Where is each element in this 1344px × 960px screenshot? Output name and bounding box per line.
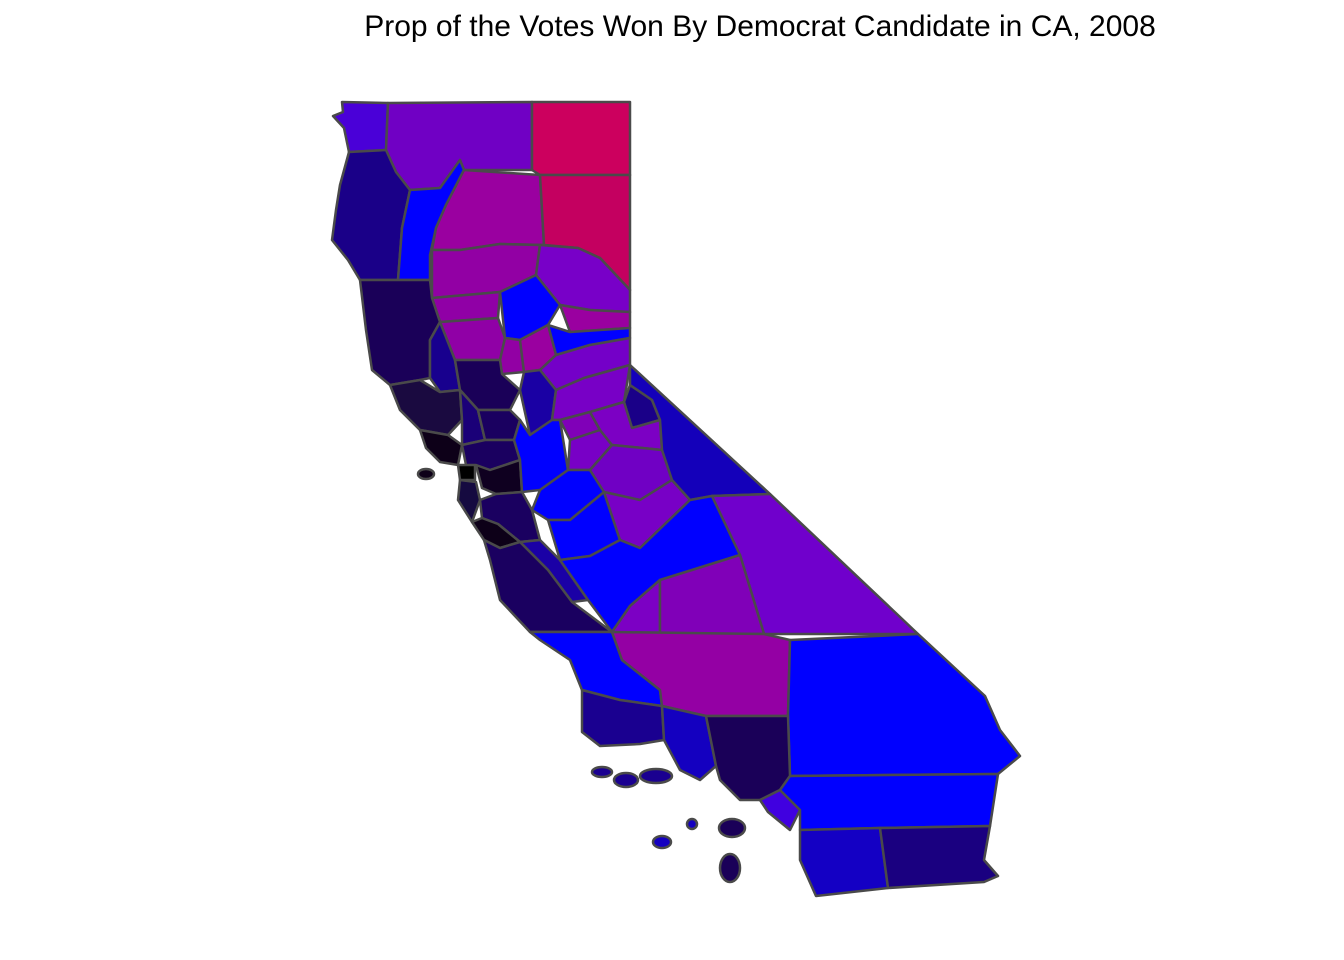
map-title: Prop of the Votes Won By Democrat Candid… [364, 10, 1156, 43]
island-san-clemente [718, 852, 742, 884]
county-san-mateo [456, 478, 482, 524]
county-monterey [482, 538, 614, 634]
county-imperial [878, 824, 1000, 890]
island-santa-cruz [638, 767, 674, 785]
county-santa-barbara [580, 688, 666, 748]
county-sierra [558, 303, 632, 334]
county-inyo [710, 492, 920, 636]
county-sutter [498, 336, 526, 376]
island-santa-barbara-island [685, 817, 699, 831]
county-san-francisco [456, 463, 477, 482]
county-san-bernardino [786, 632, 1022, 778]
island-santa-rosa [612, 771, 640, 789]
island-san-nicolas [651, 834, 673, 850]
county-marin [418, 428, 464, 467]
county-los-angeles [704, 714, 792, 802]
county-solano [476, 408, 522, 442]
island-farallon [416, 467, 436, 481]
island-catalina [717, 817, 747, 839]
county-san-diego [798, 826, 890, 898]
county-mendocino [358, 278, 442, 387]
county-riverside [778, 772, 1000, 832]
county-del-norte [331, 100, 390, 154]
island-san-miguel [590, 765, 614, 779]
county-modoc [530, 100, 632, 177]
